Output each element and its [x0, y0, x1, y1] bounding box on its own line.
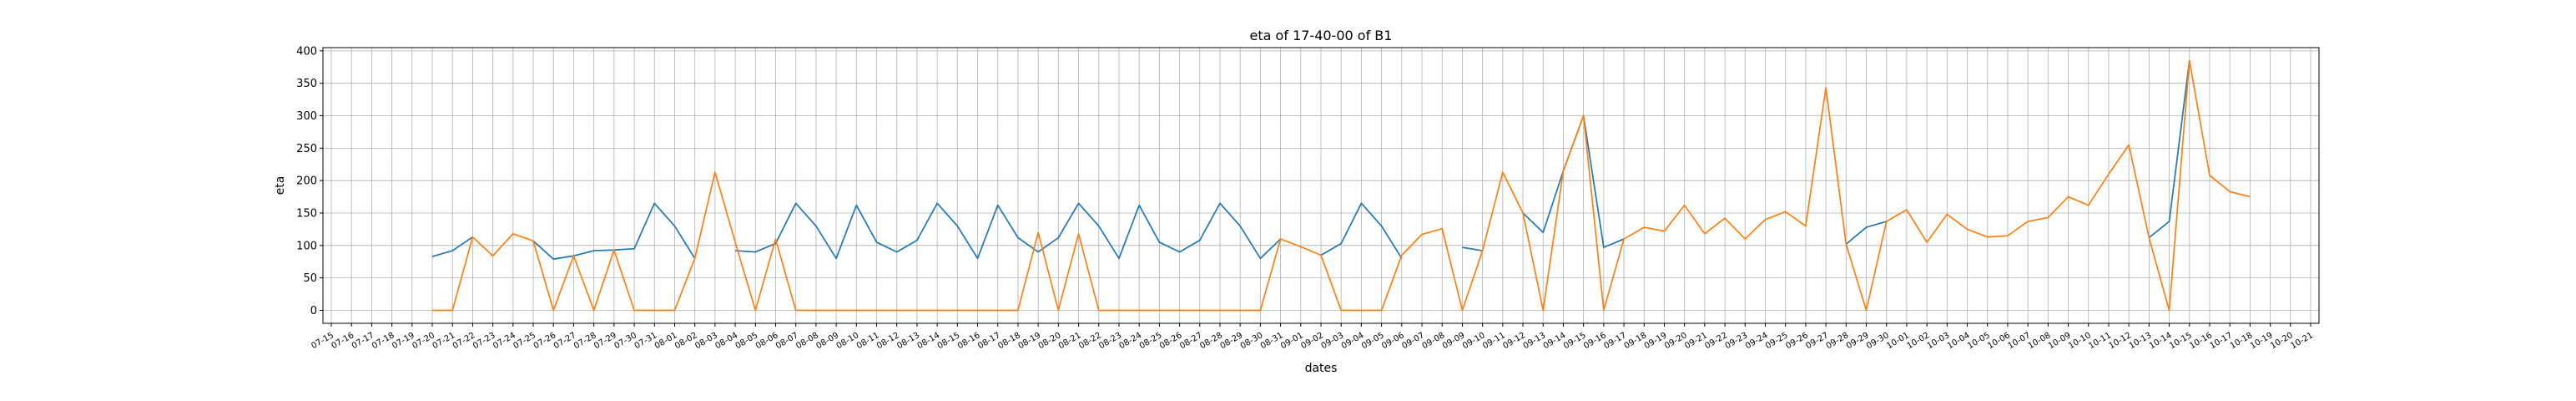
- series-lines: [431, 59, 2251, 312]
- y-tick-label: 250: [296, 143, 317, 155]
- y-tick-label: 150: [296, 208, 317, 221]
- y-tick-label: 50: [303, 272, 317, 285]
- y-tick-label: 350: [296, 78, 317, 90]
- y-tick-label: 400: [296, 45, 317, 58]
- y-tick-label: 0: [310, 305, 317, 317]
- y-tick-label: 300: [296, 110, 317, 123]
- grid-lines: [323, 48, 2319, 323]
- series-line-2: [432, 59, 2251, 312]
- x-axis-title: dates: [1305, 362, 1338, 375]
- chart-title: eta of 17-40-00 of B1: [1250, 28, 1393, 43]
- y-tick-label: 200: [296, 175, 317, 188]
- y-tick-label: 100: [296, 240, 317, 252]
- y-axis-ticks: 0 50 100 150 200 250 300 350 400: [296, 45, 323, 317]
- y-axis-title: eta: [274, 176, 287, 195]
